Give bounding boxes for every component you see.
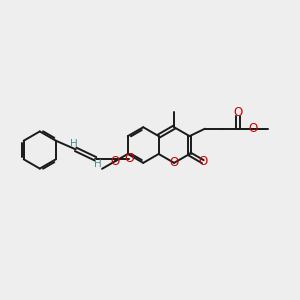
Text: O: O [169, 156, 179, 170]
Text: O: O [111, 154, 120, 168]
Text: H: H [94, 159, 101, 169]
Text: O: O [233, 106, 243, 119]
Text: O: O [124, 152, 134, 165]
Text: O: O [248, 122, 258, 135]
Text: O: O [198, 155, 208, 168]
Text: H: H [70, 139, 78, 149]
